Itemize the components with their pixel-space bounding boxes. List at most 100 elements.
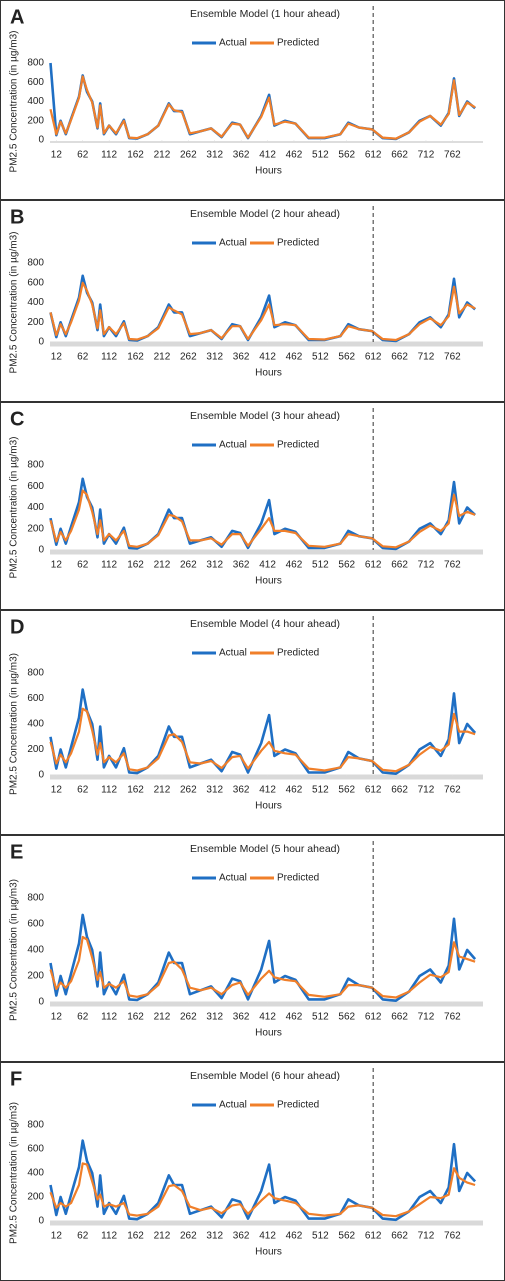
x-tick-label: 362 — [233, 560, 250, 571]
data-line — [49, 1162, 476, 1218]
y-tick-label: 0 — [38, 997, 44, 1008]
x-tick-label: 512 — [312, 560, 329, 571]
panel-label: A — [10, 6, 24, 28]
x-tick-label: 562 — [338, 560, 355, 571]
x-tick-label: 562 — [338, 1231, 355, 1242]
legend-label: Actual — [219, 873, 247, 884]
panel-label: B — [10, 206, 24, 228]
x-tick-label: 612 — [365, 785, 382, 796]
y-tick-label: 800 — [27, 460, 44, 471]
y-axis-label: PM2.5 Concentration (in µg/m3) — [9, 879, 20, 1021]
x-tick-label: 212 — [154, 150, 171, 161]
y-tick-label: 400 — [27, 297, 44, 308]
x-tick-label: 462 — [286, 785, 303, 796]
x-tick-label: 762 — [444, 560, 461, 571]
x-axis-label: Hours — [255, 576, 282, 587]
y-tick-label: 200 — [27, 317, 44, 328]
chart-title: Ensemble Model (5 hour ahead) — [190, 843, 340, 855]
x-tick-label: 262 — [180, 352, 197, 363]
x-tick-label: 112 — [101, 560, 117, 571]
legend-label: Predicted — [277, 873, 319, 884]
x-tick-label: 512 — [312, 1231, 329, 1242]
panel-border — [0, 835, 505, 1062]
x-tick-label: 612 — [365, 560, 382, 571]
x-tick-label: 12 — [51, 560, 63, 571]
data-line — [49, 489, 476, 549]
y-tick-label: 0 — [38, 337, 44, 348]
chart-title: Ensemble Model (4 hour ahead) — [190, 618, 340, 630]
x-tick-label: 412 — [259, 150, 276, 161]
legend-label: Predicted — [277, 440, 319, 451]
x-tick-label: 362 — [233, 150, 250, 161]
x-tick-label: 212 — [154, 560, 171, 571]
legend-label: Actual — [219, 648, 247, 659]
legend-label: Actual — [219, 1100, 247, 1111]
x-tick-label: 62 — [77, 785, 89, 796]
x-tick-label: 462 — [286, 352, 303, 363]
x-tick-label: 662 — [391, 785, 408, 796]
x-tick-label: 62 — [77, 352, 89, 363]
panel-label: E — [10, 841, 23, 863]
legend-label: Predicted — [277, 1100, 319, 1111]
x-tick-label: 362 — [233, 1231, 250, 1242]
legend-label: Predicted — [277, 648, 319, 659]
y-tick-label: 600 — [27, 77, 44, 88]
x-tick-label: 412 — [259, 1012, 276, 1023]
x-tick-label: 12 — [51, 1012, 63, 1023]
x-tick-label: 112 — [101, 785, 117, 796]
y-tick-label: 0 — [38, 135, 44, 146]
x-tick-label: 262 — [180, 785, 197, 796]
panel-label: C — [10, 408, 24, 430]
panel-border — [0, 0, 505, 200]
y-tick-label: 400 — [27, 719, 44, 730]
legend-label: Predicted — [277, 38, 319, 49]
x-tick-label: 562 — [338, 150, 355, 161]
x-tick-label: 312 — [206, 560, 223, 571]
x-tick-label: 412 — [259, 352, 276, 363]
x-tick-label: 312 — [206, 785, 223, 796]
x-tick-label: 62 — [77, 560, 89, 571]
x-tick-label: 312 — [206, 1231, 223, 1242]
y-tick-label: 200 — [27, 971, 44, 982]
x-tick-label: 762 — [444, 352, 461, 363]
x-tick-label: 62 — [77, 1012, 89, 1023]
x-tick-label: 262 — [180, 1231, 197, 1242]
x-tick-label: 412 — [259, 560, 276, 571]
chart-title: Ensemble Model (3 hour ahead) — [190, 410, 340, 422]
x-tick-label: 62 — [77, 150, 89, 161]
panel-label: F — [10, 1068, 22, 1090]
x-tick-label: 362 — [233, 352, 250, 363]
x-tick-label: 362 — [233, 785, 250, 796]
y-tick-label: 0 — [38, 1216, 44, 1227]
x-tick-label: 12 — [51, 352, 63, 363]
x-tick-label: 512 — [312, 785, 329, 796]
y-tick-label: 600 — [27, 919, 44, 930]
x-tick-label: 212 — [154, 785, 171, 796]
x-tick-label: 662 — [391, 1012, 408, 1023]
y-tick-label: 200 — [27, 744, 44, 755]
x-tick-label: 262 — [180, 560, 197, 571]
y-tick-label: 800 — [27, 258, 44, 269]
x-tick-label: 412 — [259, 1231, 276, 1242]
x-tick-label: 312 — [206, 150, 223, 161]
panel-border — [0, 1062, 505, 1281]
x-tick-label: 612 — [365, 1231, 382, 1242]
y-tick-label: 0 — [38, 770, 44, 781]
x-tick-label: 562 — [338, 352, 355, 363]
y-tick-label: 400 — [27, 1168, 44, 1179]
x-tick-label: 662 — [391, 150, 408, 161]
x-tick-label: 412 — [259, 785, 276, 796]
y-tick-label: 400 — [27, 502, 44, 513]
data-line — [49, 62, 476, 141]
x-tick-label: 62 — [77, 1231, 89, 1242]
x-tick-label: 262 — [180, 150, 197, 161]
x-tick-label: 12 — [51, 1231, 63, 1242]
y-axis-label: PM2.5 Concentration (in µg/m3) — [9, 653, 20, 795]
x-tick-label: 562 — [338, 785, 355, 796]
y-tick-label: 600 — [27, 1144, 44, 1155]
y-axis-label: PM2.5 Concentration (in µg/m3) — [9, 1102, 20, 1244]
data-line — [49, 935, 476, 999]
y-tick-label: 200 — [27, 1192, 44, 1203]
x-tick-label: 312 — [206, 352, 223, 363]
